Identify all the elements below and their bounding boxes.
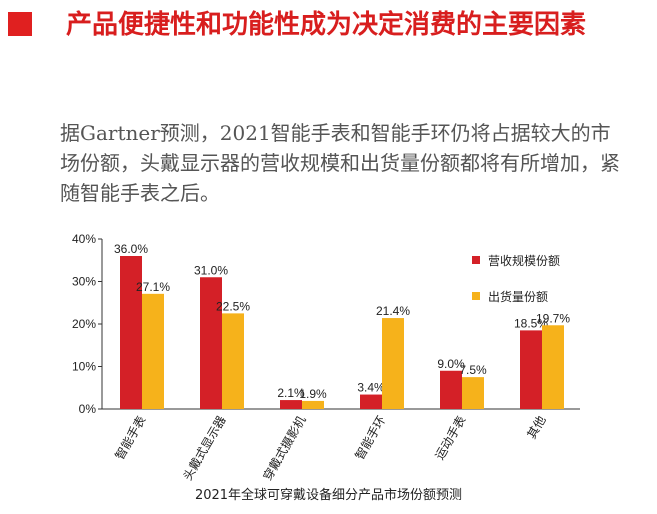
data-label-revenue: 31.0% xyxy=(194,263,228,277)
data-label-revenue: 18.5% xyxy=(514,316,548,330)
data-label-shipment: 19.7% xyxy=(536,311,570,325)
bar-shipment-share xyxy=(222,313,244,409)
y-tick-label: 30% xyxy=(72,275,96,289)
x-tick-label: 智能手环 xyxy=(352,413,389,462)
legend-label: 出货量份额 xyxy=(488,289,548,304)
body-paragraph: 据Gartner预测，2021智能手表和智能手环仍将占据较大的市场份额，头戴显示… xyxy=(60,121,620,205)
x-tick-label: 穿戴式摄影机 xyxy=(260,413,309,483)
bar-revenue-share xyxy=(520,330,542,409)
title-accent-square xyxy=(8,12,32,36)
y-tick-label: 10% xyxy=(72,360,96,374)
data-label-shipment: 22.5% xyxy=(216,299,250,313)
bar-revenue-share xyxy=(120,256,142,409)
bar-shipment-share xyxy=(302,400,324,409)
slide-title: 产品便捷性和功能性成为决定消费的主要因素 xyxy=(66,10,587,40)
bar-shipment-share xyxy=(462,377,484,409)
bar-shipment-share xyxy=(542,325,564,409)
data-label-revenue: 9.0% xyxy=(437,357,465,371)
y-tick-label: 0% xyxy=(79,402,97,416)
data-label-shipment: 21.4% xyxy=(376,304,410,318)
data-label-revenue: 3.4% xyxy=(357,381,385,395)
bar-revenue-share xyxy=(360,394,382,409)
legend-swatch xyxy=(472,292,480,300)
legend-label: 营收规模份额 xyxy=(488,253,560,268)
data-label-shipment: 1.9% xyxy=(299,387,327,401)
bar-revenue-share xyxy=(200,277,222,409)
data-label-revenue: 2.1% xyxy=(277,386,305,400)
x-tick-label: 其他 xyxy=(524,414,548,442)
data-label-shipment: 7.5% xyxy=(459,363,487,377)
y-tick-label: 20% xyxy=(72,317,96,331)
bar-shipment-share xyxy=(142,293,164,409)
bar-shipment-share xyxy=(382,318,404,409)
data-label-shipment: 27.1% xyxy=(136,280,170,294)
legend-swatch xyxy=(472,256,480,264)
chart-caption: 2021年全球可穿戴设备细分产品市场份额预测 xyxy=(194,488,463,503)
data-label-revenue: 36.0% xyxy=(114,242,148,256)
x-tick-label: 智能手表 xyxy=(112,413,149,462)
x-tick-label: 头戴式显示器 xyxy=(180,413,229,483)
bar-revenue-share xyxy=(280,400,302,409)
x-tick-label: 运动手表 xyxy=(432,414,468,463)
y-tick-label: 40% xyxy=(72,232,96,246)
bar-revenue-share xyxy=(440,370,462,409)
